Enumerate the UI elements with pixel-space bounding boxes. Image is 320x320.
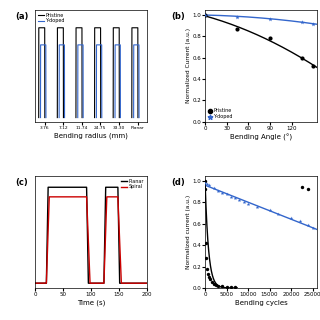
Point [203, 181, 208, 186]
Point [300, 19, 305, 24]
Point [310, 226, 315, 231]
Point [267, 208, 272, 213]
Point [237, 197, 242, 202]
Text: (c): (c) [15, 178, 28, 187]
Point [215, 188, 220, 193]
Point [203, 241, 208, 246]
Point [299, 184, 304, 189]
X-axis label: Bending Angle (°): Bending Angle (°) [230, 134, 292, 141]
X-axis label: Bending radius (mm): Bending radius (mm) [54, 133, 128, 139]
Point [224, 192, 229, 197]
Point [311, 21, 316, 27]
Point [211, 281, 216, 286]
Point [206, 275, 212, 280]
Point [208, 277, 213, 282]
Point [300, 56, 305, 61]
Y-axis label: Normalized Current (a.u.): Normalized Current (a.u.) [186, 28, 191, 103]
Text: (a): (a) [15, 12, 28, 21]
Point [209, 279, 214, 284]
Point [245, 201, 251, 206]
Point [306, 223, 311, 228]
Point [203, 12, 208, 18]
Text: (b): (b) [172, 12, 185, 21]
Point [203, 186, 208, 191]
Point [207, 183, 212, 188]
Legend: Pristine, Y-doped: Pristine, Y-doped [207, 108, 233, 119]
Point [268, 36, 273, 41]
Y-axis label: Normalized current (a.u.): Normalized current (a.u.) [186, 195, 191, 269]
Point [311, 63, 316, 68]
Point [288, 215, 293, 220]
Point [203, 179, 208, 184]
X-axis label: Time (s): Time (s) [77, 300, 105, 307]
Point [215, 283, 220, 288]
Point [228, 284, 233, 290]
Point [233, 195, 238, 200]
Point [297, 219, 302, 224]
Point [205, 272, 211, 277]
Point [220, 191, 225, 196]
Point [205, 266, 210, 271]
Legend: Planar, Spiral: Planar, Spiral [121, 178, 145, 190]
Point [211, 186, 216, 191]
Point [203, 12, 208, 18]
Point [220, 284, 225, 289]
Point [228, 194, 233, 199]
Point [254, 204, 259, 209]
Point [306, 187, 311, 192]
Point [268, 16, 273, 21]
Point [224, 284, 229, 290]
Point [235, 14, 240, 19]
Point [233, 285, 238, 290]
Point [205, 182, 210, 187]
Point [276, 211, 281, 216]
Point [235, 27, 240, 32]
Point [213, 282, 218, 287]
X-axis label: Bending cycles: Bending cycles [235, 300, 287, 306]
Legend: Pristine, Y-doped: Pristine, Y-doped [38, 12, 65, 24]
Point [241, 199, 246, 204]
Text: (d): (d) [172, 178, 185, 187]
Point [204, 255, 209, 260]
